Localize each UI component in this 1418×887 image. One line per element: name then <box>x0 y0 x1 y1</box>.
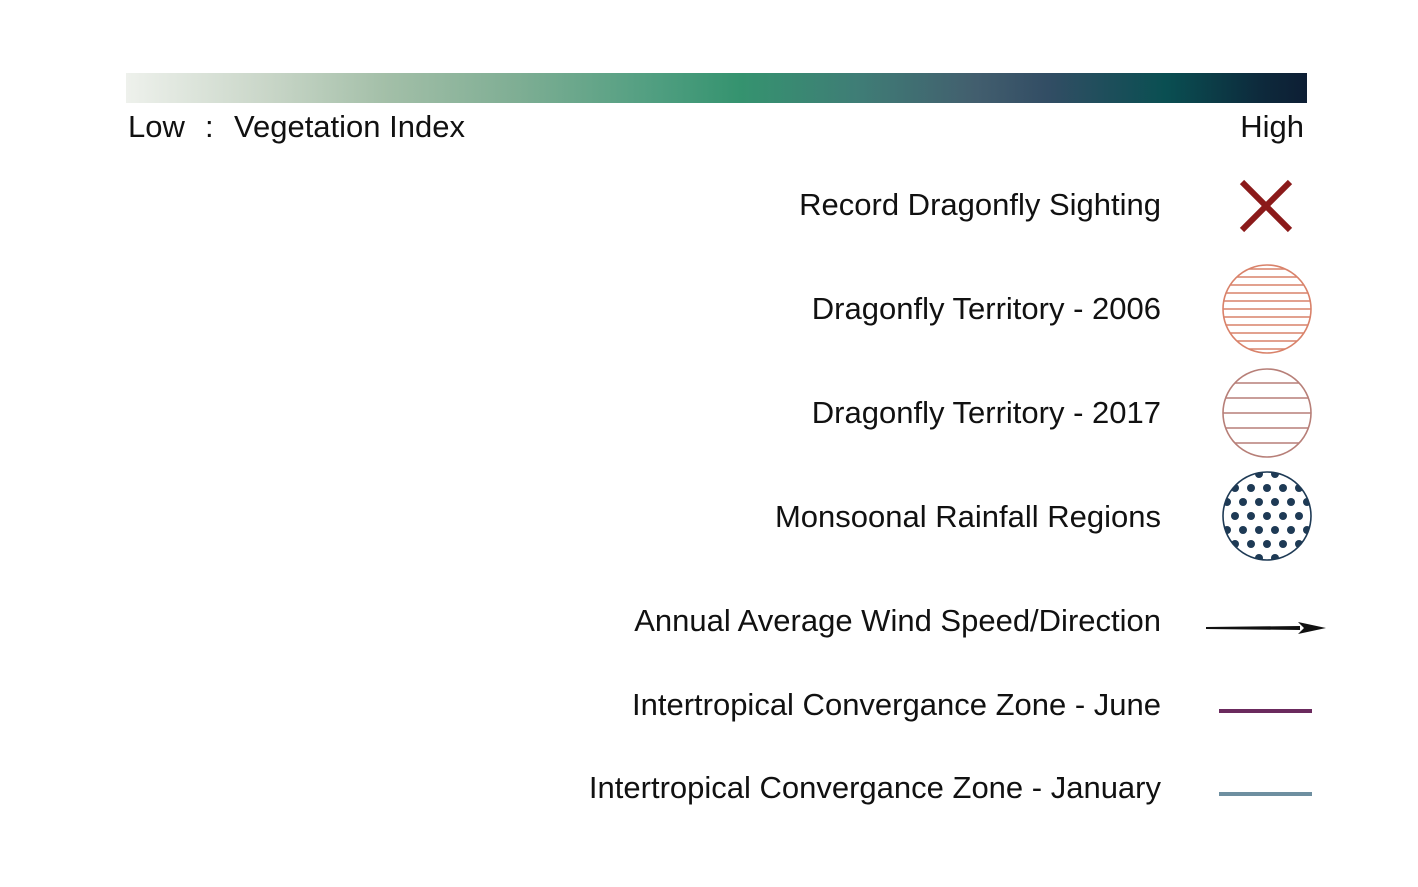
dotted-circle-icon <box>1222 471 1312 561</box>
scale-separator: : <box>205 109 214 144</box>
hatched-circle-2017-icon <box>1222 368 1312 458</box>
legend-label-itcz-june: Intertropical Convergance Zone - June <box>631 687 1161 722</box>
legend-label-monsoonal-rainfall: Monsoonal Rainfall Regions <box>774 499 1161 534</box>
legend-label-wind: Annual Average Wind Speed/Direction <box>634 603 1161 638</box>
wind-arrow-icon <box>1206 622 1326 634</box>
itcz-january-line-icon <box>1219 792 1312 796</box>
hatched-circle-2006-icon <box>1222 264 1312 354</box>
scale-title: Vegetation Index <box>234 109 465 144</box>
legend-label-record-sighting: Record Dragonfly Sighting <box>799 187 1161 222</box>
legend-label-territory-2017: Dragonfly Territory - 2017 <box>811 395 1161 430</box>
legend-label-itcz-january: Intertropical Convergance Zone - January <box>588 770 1161 805</box>
itcz-june-line-icon <box>1219 709 1312 713</box>
cross-icon <box>1239 179 1293 233</box>
scale-high-label: High <box>1240 109 1304 144</box>
vegetation-index-gradient-bar <box>126 73 1307 103</box>
legend-label-territory-2006: Dragonfly Territory - 2006 <box>811 291 1161 326</box>
scale-low-label: Low <box>128 109 185 144</box>
